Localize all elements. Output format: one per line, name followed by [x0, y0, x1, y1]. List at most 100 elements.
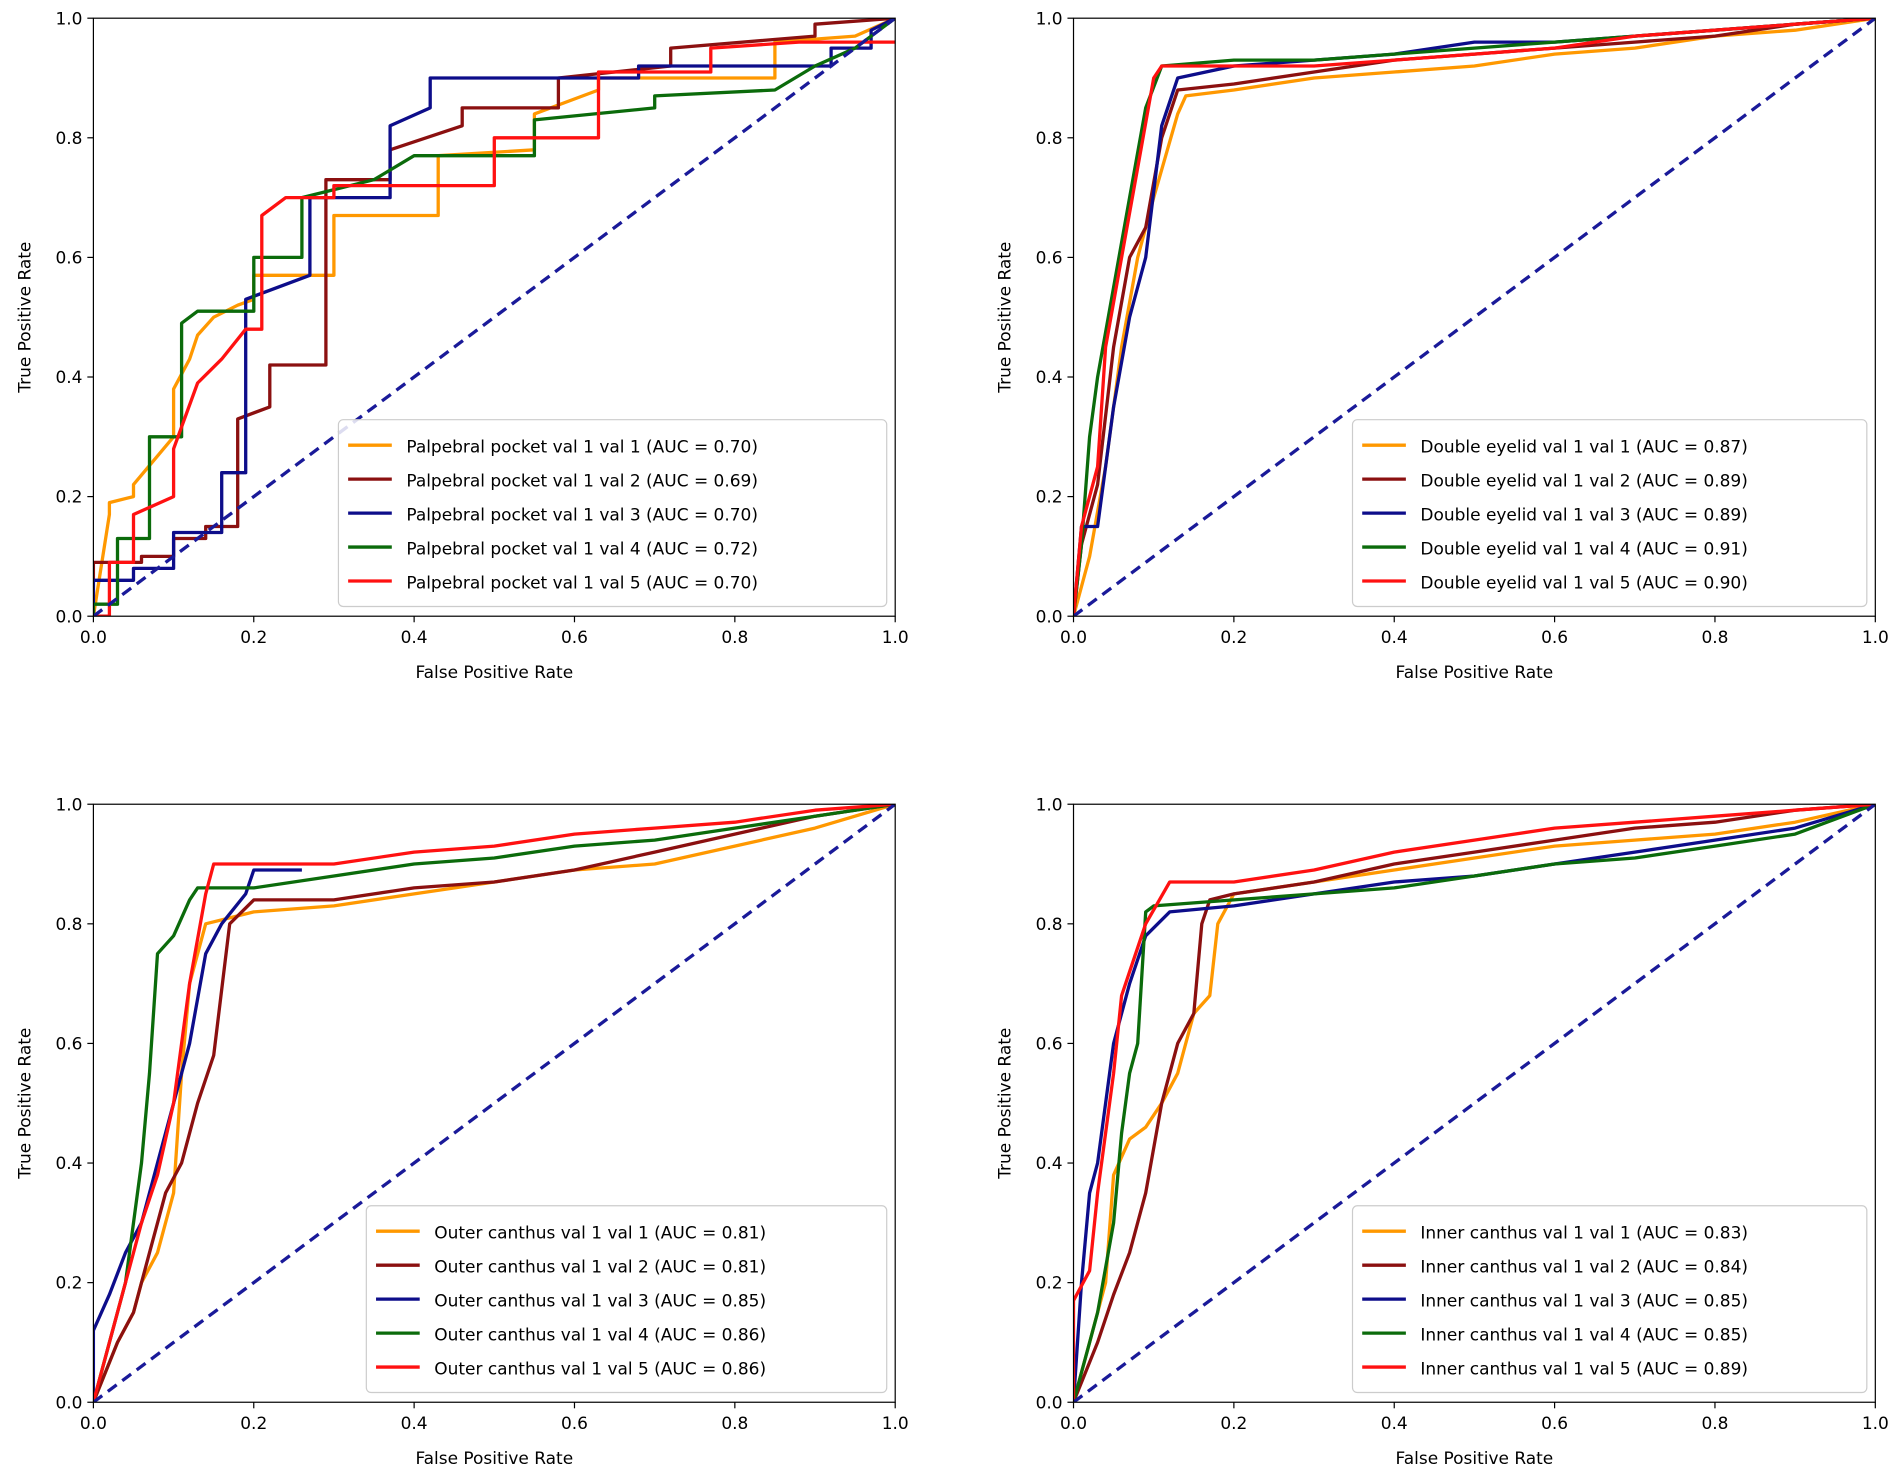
roc-curve-val-5	[93, 804, 896, 1403]
x-tick-label: 1.0	[1862, 1414, 1889, 1434]
y-tick-label: 1.0	[1036, 795, 1063, 815]
legend-box	[365, 1205, 888, 1394]
roc-curve-val-4	[1073, 804, 1876, 1403]
x-tick-label: 0.6	[561, 1414, 588, 1434]
chance-diagonal-line	[93, 18, 896, 617]
x-tick-label: 0.0	[1060, 1414, 1087, 1434]
plot-frame	[1072, 803, 1876, 1403]
y-tick-label: 0.8	[1036, 129, 1063, 149]
x-tick-label: 0.2	[240, 1414, 267, 1434]
roc-panel-3: 0.0 0.2 0.4 0.6 0.8 1.0 0.0 0.2 0.4 0.6 0.8 1.0 Fals…	[15, 795, 908, 1469]
x-tick-label: 0.4	[401, 1414, 428, 1434]
y-tick-label: 0.0	[1036, 1393, 1063, 1413]
roc-panel-1: 0.0 0.2 0.4 0.6 0.8 1.0 0.0 0.2 0.4 0.6 0.8 1.0 Fals…	[15, 9, 908, 683]
roc-curve-val-3	[1073, 804, 1876, 1403]
y-tick-label: 1.0	[1036, 9, 1063, 29]
legend: Double eyelid val 1 val 1 (AUC = 0.87) Do…	[1351, 419, 1868, 608]
x-tick-label: 0.6	[561, 628, 588, 648]
x-tick-label: 0.0	[80, 1414, 107, 1434]
x-tick-label: 1.0	[882, 628, 909, 648]
y-tick-label: 0.0	[55, 1393, 82, 1413]
x-tick-label: 0.6	[1541, 1414, 1568, 1434]
plot-frame	[92, 803, 896, 1403]
roc-curve-val-5	[1073, 804, 1876, 1403]
y-axis-label: True Positive Rate	[15, 1028, 35, 1180]
legend-label-val-2: Palpebral pocket val 1 val 2 (AUC = 0.69…	[406, 471, 758, 491]
x-tick-label: 0.0	[1060, 628, 1087, 648]
plot-frame	[1072, 17, 1876, 617]
roc-curve-val-2	[93, 804, 896, 1403]
chance-diagonal-line	[1073, 804, 1876, 1403]
legend-label-val-5: Palpebral pocket val 1 val 5 (AUC = 0.70…	[406, 573, 758, 593]
y-tick-label: 0.8	[1036, 915, 1063, 935]
legend-label-val-1: Outer canthus val 1 val 1 (AUC = 0.81)	[434, 1223, 766, 1243]
y-tick-label: 0.8	[55, 129, 82, 149]
x-tick-label: 0.4	[1381, 628, 1408, 648]
legend: Outer canthus val 1 val 1 (AUC = 0.81) Ou…	[365, 1205, 888, 1394]
legend-label-val-5: Outer canthus val 1 val 5 (AUC = 0.86)	[434, 1359, 766, 1379]
y-tick-label: 0.8	[55, 915, 82, 935]
roc-curve-val-2	[1073, 804, 1876, 1403]
y-tick-label: 0.6	[55, 1034, 82, 1054]
y-tick-label: 0.4	[1036, 368, 1063, 388]
x-tick-label: 0.8	[721, 1414, 748, 1434]
legend-label-val-3: Outer canthus val 1 val 3 (AUC = 0.85)	[434, 1291, 766, 1311]
x-tick-label: 0.0	[80, 628, 107, 648]
roc-panel-2: 0.0 0.2 0.4 0.6 0.8 1.0 0.0 0.2 0.4 0.6 0.8 1.0 Fals…	[995, 9, 1888, 683]
roc-curve-val-4	[93, 18, 896, 617]
x-axis-label: False Positive Rate	[1396, 663, 1554, 683]
y-axis-label: True Positive Rate	[15, 242, 35, 394]
x-axis-label: False Positive Rate	[1396, 1449, 1554, 1469]
roc-curve-val-1	[1073, 804, 1876, 1403]
legend-label-val-5: Double eyelid val 1 val 5 (AUC = 0.90)	[1420, 573, 1747, 593]
legend-label-val-4: Inner canthus val 1 val 4 (AUC = 0.85)	[1420, 1325, 1748, 1345]
x-tick-label: 0.8	[1701, 628, 1728, 648]
y-tick-label: 0.4	[55, 1154, 82, 1174]
y-tick-label: 0.0	[1036, 607, 1063, 627]
x-axis-label: False Positive Rate	[415, 663, 573, 683]
x-tick-label: 1.0	[1862, 628, 1889, 648]
y-tick-label: 0.2	[1036, 488, 1063, 508]
x-axis-label: False Positive Rate	[415, 1449, 573, 1469]
y-tick-label: 0.2	[55, 1274, 82, 1294]
y-tick-label: 0.6	[1036, 1034, 1063, 1054]
x-tick-label: 0.6	[1541, 628, 1568, 648]
legend-label-val-3: Palpebral pocket val 1 val 3 (AUC = 0.70…	[406, 505, 758, 525]
legend-box	[1351, 1205, 1868, 1394]
y-tick-label: 0.2	[1036, 1274, 1063, 1294]
roc-panel-4: 0.0 0.2 0.4 0.6 0.8 1.0 0.0 0.2 0.4 0.6 0.8 1.0 Fals…	[995, 795, 1888, 1469]
chance-diagonal-line	[93, 804, 896, 1403]
legend-label-val-1: Inner canthus val 1 val 1 (AUC = 0.83)	[1420, 1223, 1748, 1243]
y-tick-label: 0.6	[1036, 248, 1063, 268]
legend-label-val-2: Outer canthus val 1 val 2 (AUC = 0.81)	[434, 1257, 766, 1277]
legend-label-val-4: Palpebral pocket val 1 val 4 (AUC = 0.72…	[406, 539, 758, 559]
y-tick-label: 0.2	[55, 488, 82, 508]
legend-label-val-4: Double eyelid val 1 val 4 (AUC = 0.91)	[1420, 539, 1747, 559]
legend-label-val-2: Double eyelid val 1 val 2 (AUC = 0.89)	[1420, 471, 1747, 491]
y-axis-label: True Positive Rate	[995, 242, 1015, 394]
y-tick-label: 0.6	[55, 248, 82, 268]
legend-box	[1351, 419, 1868, 608]
legend-label-val-2: Inner canthus val 1 val 2 (AUC = 0.84)	[1420, 1257, 1748, 1277]
roc-curve-val-2	[1073, 18, 1876, 617]
roc-curve-val-5	[1073, 18, 1876, 617]
x-tick-label: 1.0	[882, 1414, 909, 1434]
y-tick-label: 0.4	[55, 368, 82, 388]
x-tick-label: 0.2	[240, 628, 267, 648]
plot-frame	[92, 17, 896, 617]
legend-label-val-3: Double eyelid val 1 val 3 (AUC = 0.89)	[1420, 505, 1747, 525]
roc-curve-val-5	[93, 40, 896, 617]
x-tick-label: 0.2	[1220, 1414, 1247, 1434]
legend-box	[337, 419, 888, 608]
y-tick-label: 1.0	[55, 795, 82, 815]
legend-label-val-4: Outer canthus val 1 val 4 (AUC = 0.86)	[434, 1325, 766, 1345]
roc-curve-val-4	[93, 804, 896, 1403]
x-tick-label: 0.4	[401, 628, 428, 648]
legend-label-val-3: Inner canthus val 1 val 3 (AUC = 0.85)	[1420, 1291, 1748, 1311]
x-tick-label: 0.8	[1701, 1414, 1728, 1434]
y-tick-label: 1.0	[55, 9, 82, 29]
legend-label-val-1: Double eyelid val 1 val 1 (AUC = 0.87)	[1420, 437, 1747, 457]
legend-label-val-5: Inner canthus val 1 val 5 (AUC = 0.89)	[1420, 1359, 1748, 1379]
y-tick-label: 0.4	[1036, 1154, 1063, 1174]
